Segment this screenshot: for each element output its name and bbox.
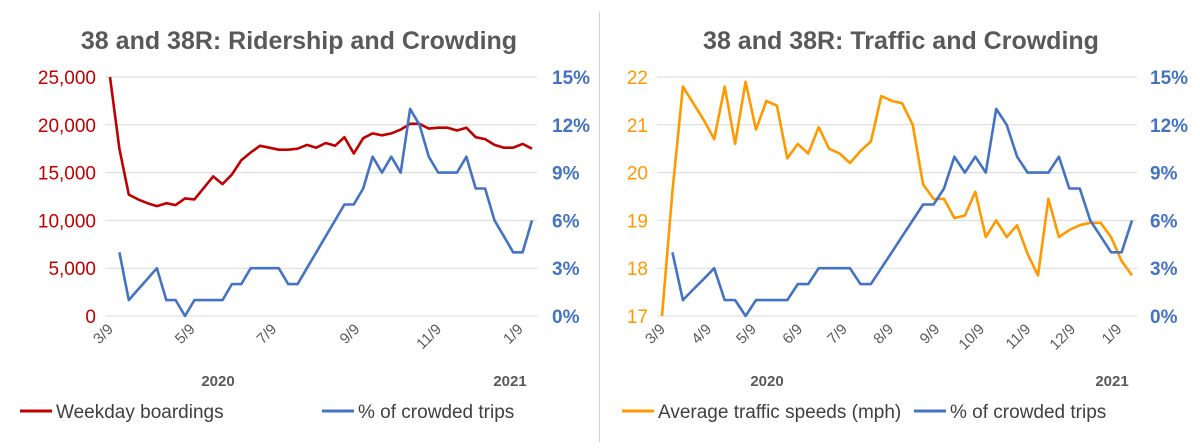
x-tick-label: 1/9 [500, 321, 527, 348]
y-right-tick-label: 15% [1150, 68, 1188, 89]
x-tick-label: 7/9 [824, 321, 851, 348]
x-tick-label: 11/9 [413, 321, 445, 353]
y-left-tick-label: 22 [627, 68, 648, 89]
y-left-tick-label: 21 [627, 116, 648, 137]
y-right-tick-label: 3% [552, 259, 580, 280]
x-tick-label: 5/9 [733, 321, 760, 348]
y-left-tick-label: 15,000 [38, 164, 96, 185]
chart-title: 38 and 38R: Traffic and Crowding [703, 27, 1099, 55]
series-line-of-crowded-trips [118, 107, 534, 318]
y-left-tick-label: 10,000 [38, 211, 96, 232]
y-left-tick-label: 25,000 [38, 68, 96, 89]
x-tick-label: 9/9 [337, 321, 364, 348]
y-left-tick-label: 19 [627, 211, 648, 232]
x-tick-label: 10/9 [955, 321, 988, 354]
year-label: 2020 [201, 373, 234, 390]
y-right-tick-label: 12% [1150, 116, 1188, 137]
y-left-tick-label: 5,000 [48, 259, 96, 280]
series-line-weekday-boardings [108, 76, 533, 208]
y-right-tick-label: 6% [552, 211, 580, 232]
legend-label-average-traffic-speeds-mph: Average traffic speeds (mph) [658, 402, 901, 423]
y-left-tick-label: 17 [627, 307, 648, 328]
year-label: 2021 [493, 373, 526, 390]
y-right-tick-label: 3% [1150, 259, 1178, 280]
chart-svg: 38 and 38R: Traffic and Crowding 17 18 19 20… [622, 27, 1188, 423]
y-left-tick-label: 0 [85, 307, 96, 328]
chart-title: 38 and 38R: Ridership and Crowding [81, 27, 517, 55]
y-right-tick-label: 15% [552, 68, 590, 89]
year-label: 2021 [1095, 373, 1128, 390]
x-tick-label: 12/9 [1046, 321, 1079, 354]
y-right-tick-label: 9% [552, 164, 580, 185]
ridership-crowding-chart: 38 and 38R: Ridership and Crowding 0 5,000… [0, 0, 598, 448]
series-line-of-crowded-trips [671, 107, 1134, 318]
y-left-tick-label: 20,000 [38, 116, 96, 137]
x-tick-label: 8/9 [870, 321, 897, 348]
series-line-average-traffic-speeds-mph [660, 80, 1134, 317]
x-tick-label: 4/9 [688, 321, 715, 348]
y-right-tick-label: 0% [552, 307, 580, 328]
year-label: 2020 [750, 373, 783, 390]
panel-divider [599, 12, 600, 442]
legend-label-of-crowded-trips: % of crowded trips [950, 402, 1106, 423]
x-tick-label: 6/9 [779, 321, 806, 348]
y-left-tick-label: 18 [627, 259, 648, 280]
legend-label-weekday-boardings: Weekday boardings [56, 402, 224, 423]
legend-label-of-crowded-trips: % of crowded trips [358, 402, 514, 423]
y-right-tick-label: 9% [1150, 164, 1178, 185]
x-tick-label: 9/9 [917, 321, 944, 348]
x-tick-label: 11/9 [1002, 321, 1034, 353]
x-tick-label: 7/9 [253, 321, 280, 348]
chart-svg: 38 and 38R: Ridership and Crowding 0 5,000… [20, 27, 590, 423]
y-left-tick-label: 20 [627, 164, 648, 185]
y-right-tick-label: 12% [552, 116, 590, 137]
x-tick-label: 1/9 [1099, 321, 1126, 348]
y-right-tick-label: 6% [1150, 211, 1178, 232]
x-tick-label: 5/9 [172, 321, 199, 348]
traffic-crowding-chart: 38 and 38R: Traffic and Crowding 17 18 19 20… [602, 0, 1200, 448]
y-right-tick-label: 0% [1150, 307, 1178, 328]
